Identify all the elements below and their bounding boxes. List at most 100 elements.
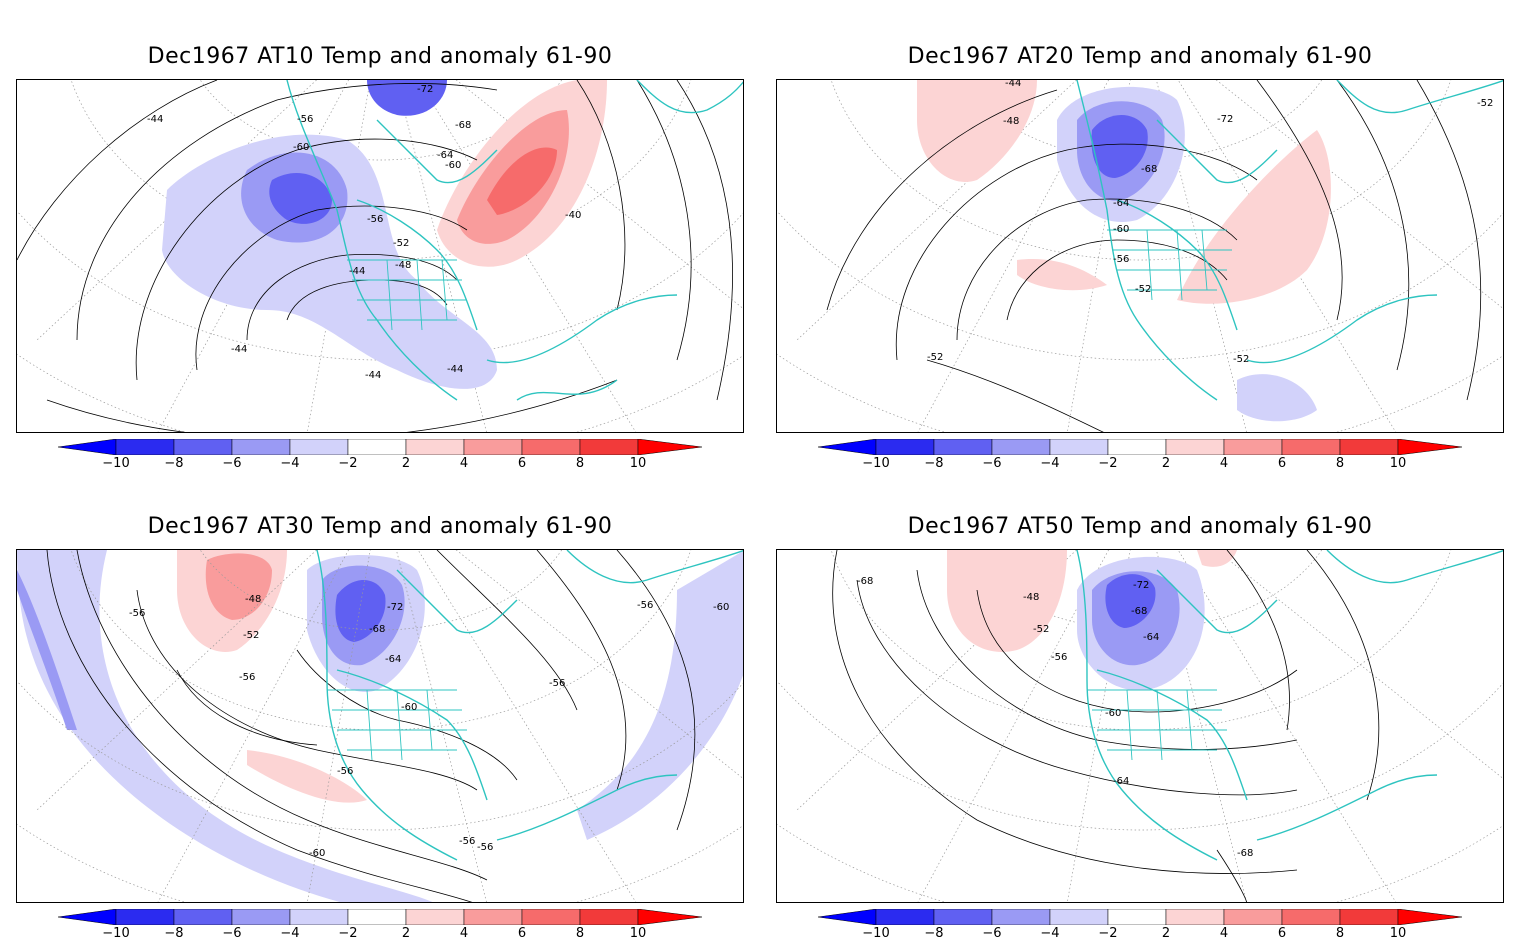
colorbar-label: 6 (1277, 456, 1287, 471)
contour-label: -56 (297, 114, 313, 125)
colorbar-bin (463, 439, 523, 455)
contour-label: -44 (231, 344, 247, 355)
anomaly-neg-6 (1091, 115, 1148, 178)
colorbar-bin (405, 909, 465, 925)
contour-labels: -48 -52 -56 -56 -72 -68 -64 -60 -56 -56 … (129, 594, 729, 859)
colorbar-label: −10 (102, 456, 130, 471)
colorbar-bin (991, 439, 1051, 455)
colorbar-bin (231, 439, 291, 455)
contour-label: -44 (365, 370, 381, 381)
colorbar-bin (173, 439, 233, 455)
map-panel-at30: Dec1967 AT30 Temp and anomaly 61-90 (0, 470, 760, 941)
colorbar-label: 10 (629, 926, 647, 941)
colorbar-label: 6 (517, 926, 527, 941)
anomaly-pos-2 (947, 550, 1067, 652)
colorbar-label: 4 (459, 456, 469, 471)
state-borders (347, 259, 467, 331)
colorbar-label: 6 (517, 456, 527, 471)
contour-label: -60 (309, 848, 325, 859)
colorbar-arrow-left (58, 439, 117, 455)
contour-label: -60 (1113, 224, 1129, 235)
contour-label: -56 (129, 608, 145, 619)
colorbar-label: −4 (1040, 926, 1060, 941)
colorbar-bin (1339, 909, 1399, 925)
contour-label: -64 (437, 150, 453, 161)
colorbar-bin (405, 439, 465, 455)
contour-label: -68 (1131, 606, 1147, 617)
colorbar-label: 4 (1219, 456, 1229, 471)
colorbar-bin (115, 909, 175, 925)
anomaly-shading (17, 550, 743, 902)
colorbar-arrow-right (1397, 909, 1462, 925)
colorbar-label: 10 (1389, 926, 1407, 941)
colorbar-arrow-left (818, 439, 877, 455)
contour-label: -60 (401, 702, 417, 713)
contour-label: -72 (417, 84, 433, 95)
colorbar-label: −10 (862, 926, 890, 941)
contour-label: -60 (713, 602, 729, 613)
colorbar-arrow-left (818, 909, 877, 925)
anomaly-neg-outer-ring (17, 550, 433, 902)
map-frame: -44 -56 -60 -72 -68 -64 -60 -56 -52 -48 … (16, 79, 744, 433)
map-frame: -44 -48 -72 -68 -64 -60 -56 -52 -52 -52 … (776, 79, 1504, 433)
colorbar-label: 2 (1161, 456, 1171, 471)
colorbar-bin (1223, 909, 1283, 925)
contour-label: -52 (393, 238, 409, 249)
colorbar (58, 439, 702, 455)
panel-title: Dec1967 AT20 Temp and anomaly 61-90 (907, 44, 1373, 69)
colorbar-label: 10 (1389, 456, 1407, 471)
contour-label: -44 (1005, 80, 1021, 89)
colorbar-label: −6 (222, 456, 242, 471)
anomaly-neg-east-ring (577, 551, 743, 840)
contour-label: -68 (455, 120, 471, 131)
contour-label: -52 (1135, 284, 1151, 295)
contour-label: -52 (1033, 624, 1049, 635)
colorbar-bin (933, 439, 993, 455)
anomaly-neg-south (1237, 374, 1317, 422)
contour-label: -68 (857, 576, 873, 587)
contour-label: -60 (1105, 708, 1121, 719)
colorbar-label: −4 (280, 926, 300, 941)
contour-label: -56 (367, 214, 383, 225)
colorbar-label: −4 (280, 456, 300, 471)
colorbar-bin (1223, 439, 1283, 455)
contour-label: -48 (1003, 116, 1019, 127)
contour-label: -56 (1051, 652, 1067, 663)
contour-label: -48 (395, 260, 411, 271)
state-borders (1107, 229, 1232, 301)
contour-labels: -44 -48 -72 -68 -64 -60 -56 -52 -52 -52 … (927, 80, 1493, 365)
anomaly-pos-south (247, 750, 367, 803)
colorbar-label: −2 (1098, 456, 1118, 471)
colorbar-bin (347, 439, 407, 455)
colorbar-bin (289, 909, 349, 925)
colorbar-bin (289, 439, 349, 455)
colorbar-bin (173, 909, 233, 925)
graticule (17, 550, 743, 902)
contour-labels: -68 -72 -48 -52 -56 -68 -64 -60 -64 -68 (857, 576, 1253, 859)
map-svg: -48 -52 -56 -56 -72 -68 -64 -60 -56 -56 … (17, 550, 743, 902)
contour-label: -56 (337, 766, 353, 777)
anomaly-pos-6 (487, 147, 557, 215)
colorbar-bin (347, 909, 407, 925)
colorbar-label: 8 (575, 926, 585, 941)
colorbar-label: 6 (1277, 926, 1287, 941)
panel-title: Dec1967 AT10 Temp and anomaly 61-90 (147, 44, 613, 69)
contour-label: -56 (477, 842, 493, 853)
contour-label: -60 (293, 142, 309, 153)
contour-label: -60 (445, 160, 461, 171)
colorbar-bin (231, 909, 291, 925)
colorbar-bin (1281, 439, 1341, 455)
contour-label: -72 (1133, 580, 1149, 591)
contour-label: -64 (1113, 776, 1129, 787)
colorbar-bin (1107, 909, 1167, 925)
contour-label: -68 (369, 624, 385, 635)
anomaly-pos-north (1197, 550, 1237, 567)
colorbar-bin (521, 439, 581, 455)
contour-label: -48 (1023, 592, 1039, 603)
anomaly-neg-6 (335, 580, 386, 642)
contour-label: -40 (565, 210, 581, 221)
colorbar (818, 909, 1462, 925)
colorbar-arrow-right (637, 909, 702, 925)
contours (826, 80, 1482, 432)
anomaly-neg-west-strip (17, 570, 77, 730)
